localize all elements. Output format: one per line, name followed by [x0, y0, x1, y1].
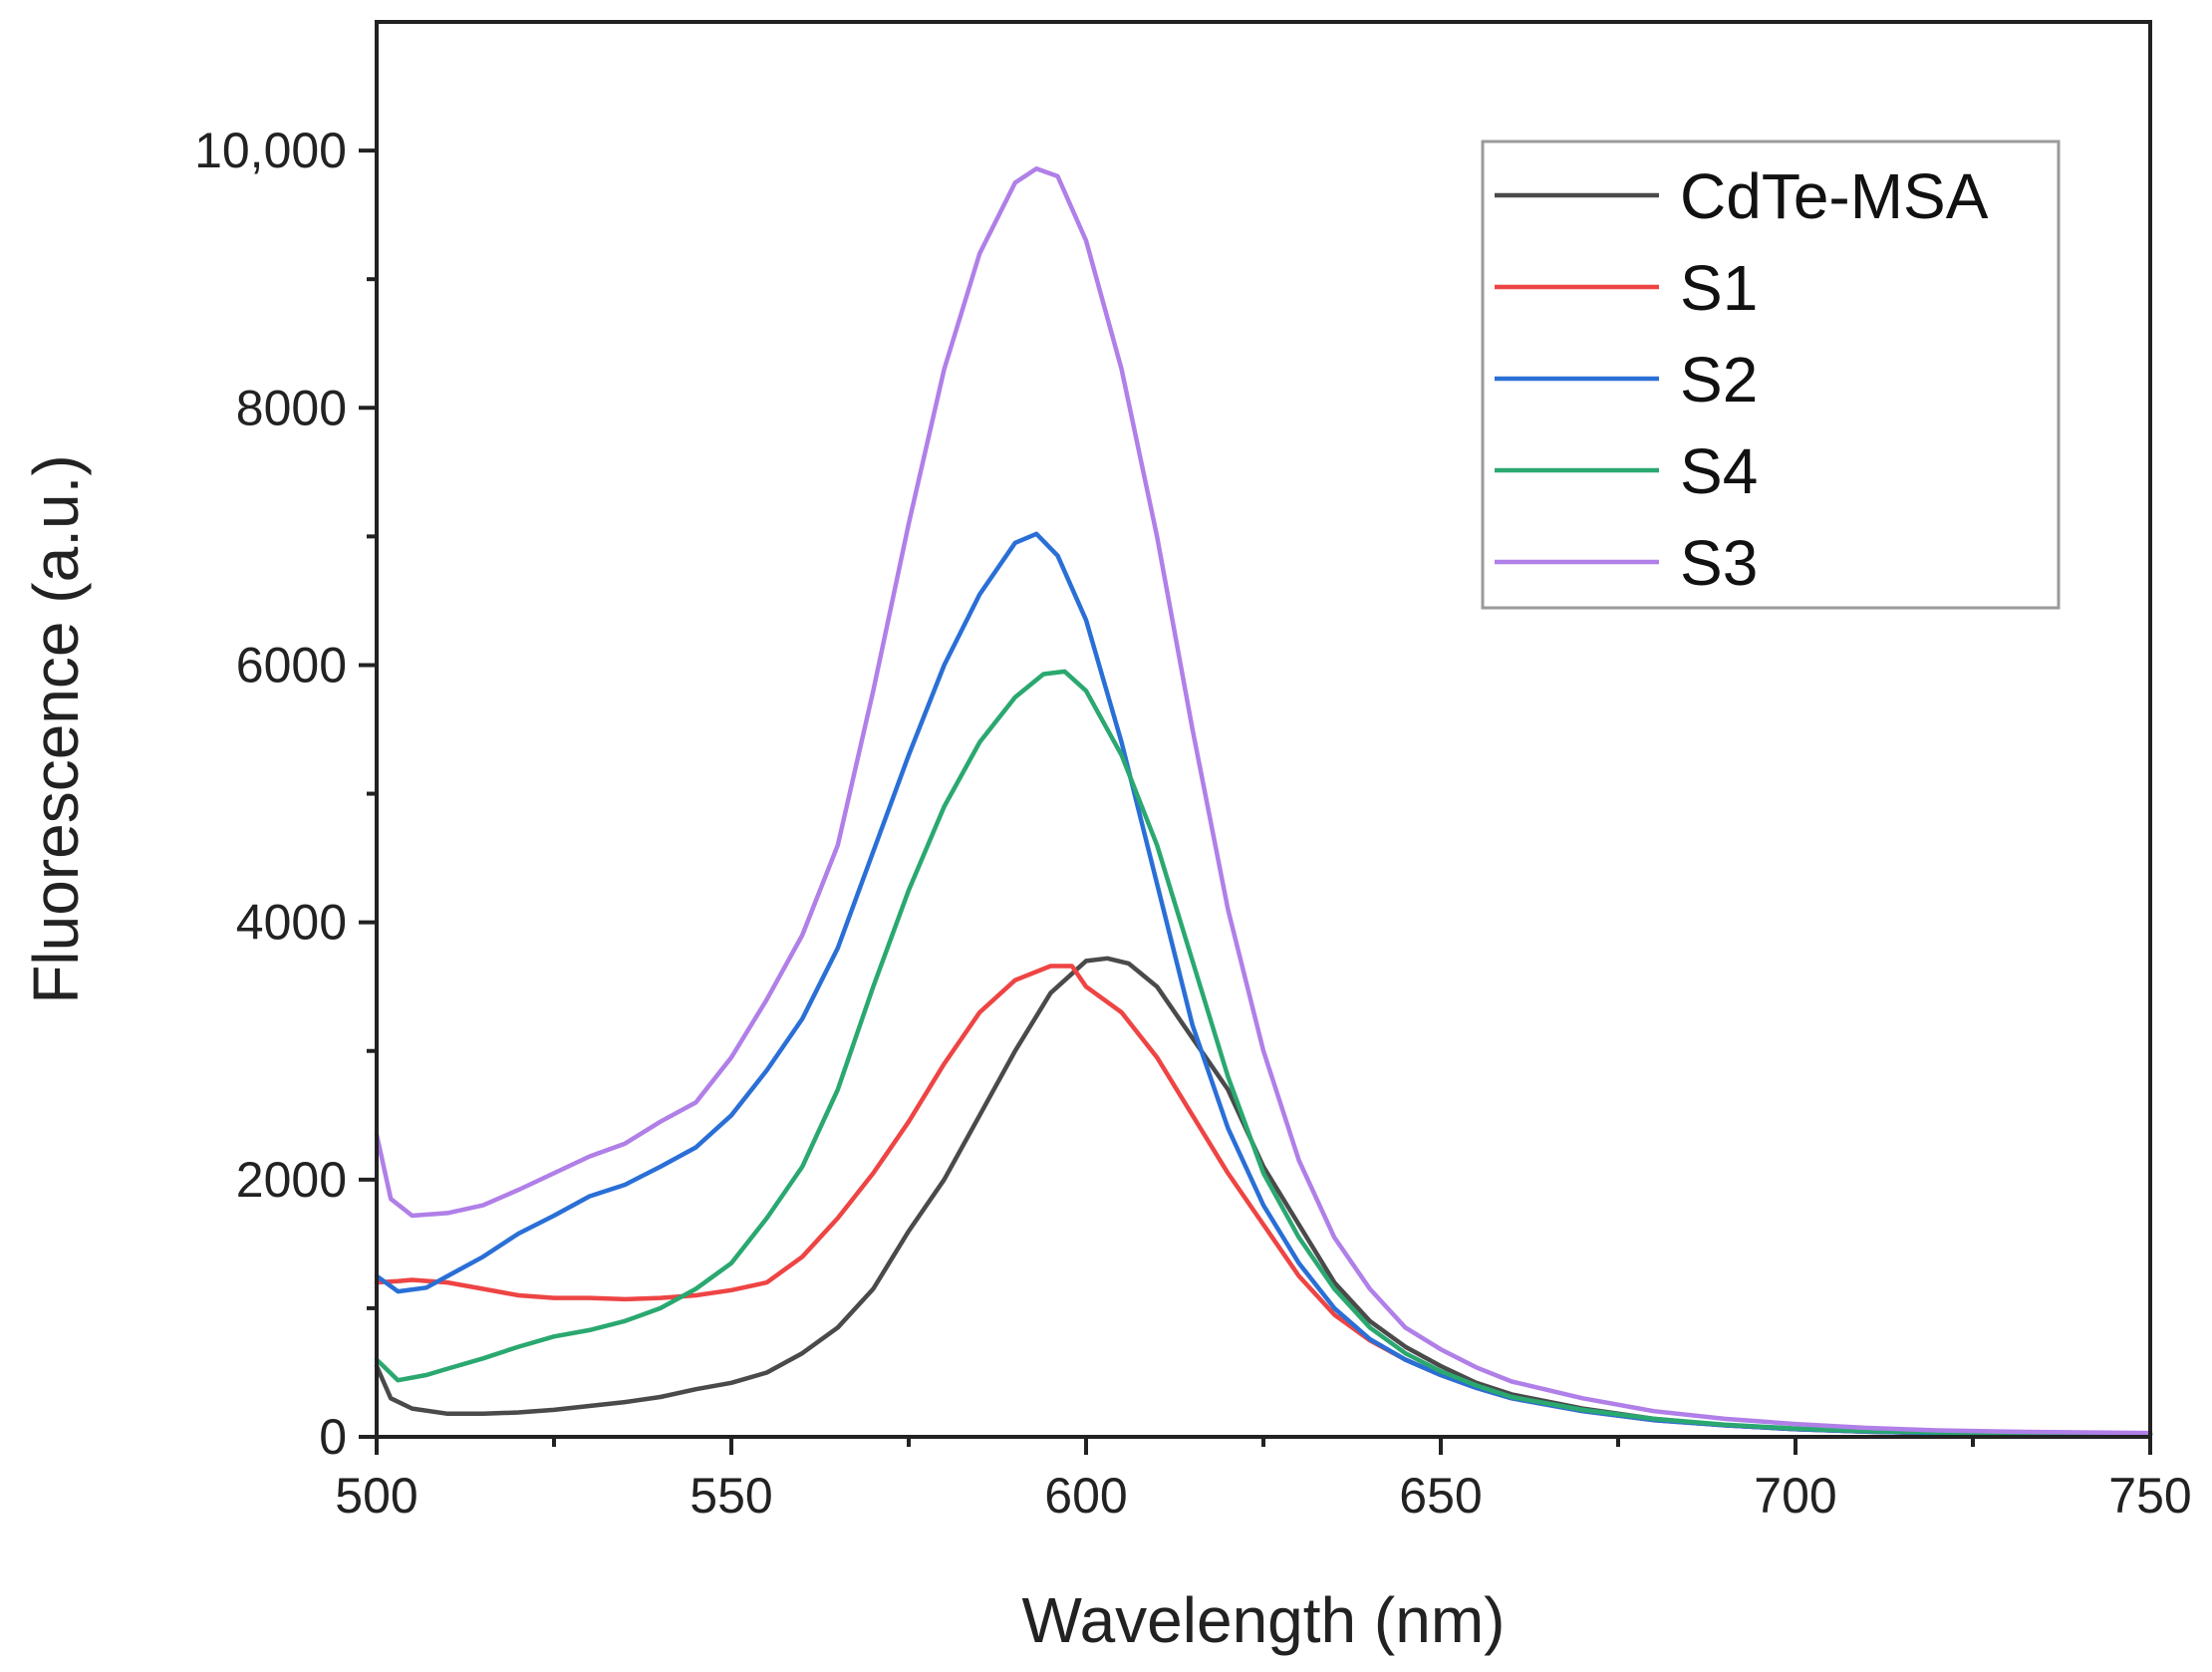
y-tick-label: 0	[319, 1409, 347, 1465]
x-axis-title: Wavelength (nm)	[1022, 1584, 1506, 1656]
x-tick-label: 600	[1044, 1468, 1127, 1524]
x-tick-label: 700	[1754, 1468, 1836, 1524]
x-tick-label: 750	[2108, 1468, 2191, 1524]
series-line-s4	[374, 669, 2153, 1437]
legend-label-s3: S3	[1680, 527, 1758, 599]
series-line-s3	[374, 165, 2153, 1436]
x-tick-label: 550	[690, 1468, 772, 1524]
y-tick-label: 6000	[236, 637, 347, 693]
series-line-cdte-msa	[374, 956, 2153, 1437]
legend-label-cdte-msa: CdTe-MSA	[1680, 160, 1989, 232]
legend: CdTe-MSA S1 S2 S4 S3	[1481, 139, 2061, 610]
y-tick-label: 10,000	[194, 123, 347, 178]
y-tick-label: 8000	[236, 380, 347, 435]
x-tick-label: 500	[335, 1468, 417, 1524]
y-tick-label: 4000	[236, 895, 347, 951]
x-tick-label: 650	[1399, 1468, 1482, 1524]
ticks-layer: 500 550 600 650 700 750 0 2000 4000 6000 8000 10,00…	[194, 123, 2192, 1524]
y-axis-title: Fluorescence (a.u.)	[20, 454, 92, 1003]
legend-box	[1481, 139, 2061, 610]
legend-label-s1: S1	[1680, 252, 1758, 324]
series-layer	[374, 165, 2153, 1437]
legend-label-s4: S4	[1680, 435, 1758, 507]
y-tick-label: 2000	[236, 1152, 347, 1208]
legend-label-s2: S2	[1680, 344, 1758, 416]
